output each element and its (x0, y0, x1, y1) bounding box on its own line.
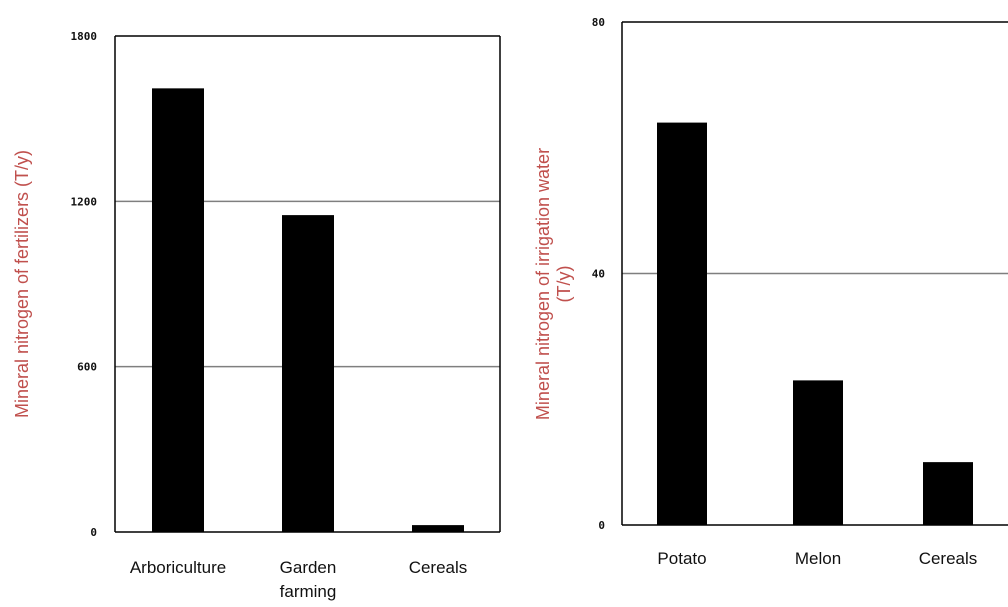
category-label-line: Cereals (409, 558, 468, 577)
bar-potato (657, 122, 707, 525)
bar-garden-farming (282, 215, 334, 532)
category-label: Cereals (919, 549, 978, 568)
y-tick-label: 0 (90, 526, 97, 539)
category-label: Potato (657, 549, 706, 568)
category-label: Cereals (409, 558, 468, 577)
y-axis-label: Mineral nitrogen of irrigation water(T/y… (533, 148, 574, 420)
category-label-line: farming (280, 582, 337, 601)
bar-cereals (923, 462, 973, 525)
bar-arboriculture (152, 88, 204, 532)
y-tick-label: 600 (77, 361, 97, 374)
irrigation-nitrogen-chart: 0 40 80 Potato Melon Cereals Mineral nitrogen … (533, 16, 1008, 568)
y-tick-label: 0 (598, 519, 605, 532)
category-label: Arboriculture (130, 558, 226, 577)
category-label: Garden farming (280, 558, 337, 601)
category-label-line: Cereals (919, 549, 978, 568)
fertilizer-nitrogen-chart: 0 600 1200 1800 Arboriculture Garden farming Ce… (12, 30, 501, 601)
bar-melon (793, 380, 843, 525)
category-label: Melon (795, 549, 841, 568)
bar-cereals (412, 525, 464, 532)
y-tick-label: 1800 (71, 30, 98, 43)
y-tick-label: 80 (592, 16, 605, 29)
y-axis-label: Mineral nitrogen of fertilizers (T/y) (12, 150, 32, 418)
y-axis-label-line: (T/y) (554, 266, 574, 303)
category-label-line: Arboriculture (130, 558, 226, 577)
category-label-line: Garden (280, 558, 337, 577)
category-label-line: Potato (657, 549, 706, 568)
category-label-line: Melon (795, 549, 841, 568)
y-tick-label: 40 (592, 268, 605, 281)
y-tick-label: 1200 (71, 195, 98, 208)
y-axis-label-line: Mineral nitrogen of irrigation water (533, 148, 553, 420)
